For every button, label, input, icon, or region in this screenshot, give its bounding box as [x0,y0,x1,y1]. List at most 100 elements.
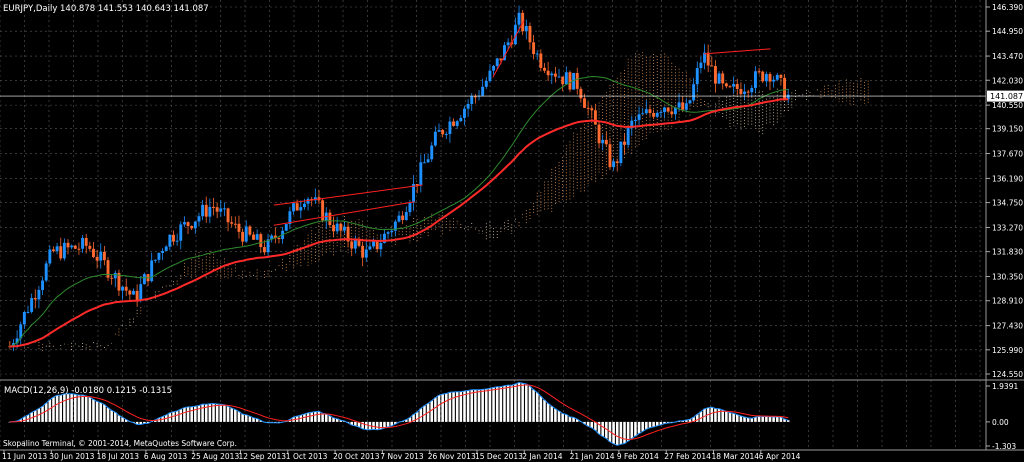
candle-body [95,257,99,261]
macd-bar [124,419,128,422]
price-axis-label: 128.910 [992,297,1023,306]
candle-body [652,112,656,117]
candle-body [153,259,157,261]
candle-body [426,159,430,163]
macd-bar [74,394,77,422]
macd-bar [783,419,786,422]
current-price-tag [987,90,1024,102]
macd-bar [739,416,743,422]
candle-body [553,73,557,77]
macd-bar [143,421,146,424]
candle-body [459,117,463,122]
macd-bar [615,421,619,446]
macd-bar [84,395,88,422]
macd-bar [117,415,121,422]
macd-bar [175,411,179,422]
candle-body [393,221,397,231]
macd-bar [459,391,463,422]
macd-bar [179,409,183,422]
macd-bar [594,421,597,431]
macd-bar [172,411,175,422]
candle-body [299,207,303,211]
candle-body [113,272,117,279]
macd-bar [19,419,23,422]
trend-line [703,48,771,55]
candle-body [284,224,288,231]
macd-bar [190,406,193,422]
candle-body [750,87,754,93]
macd-bar [314,411,317,422]
candle-body [484,81,488,87]
candle-body [397,215,401,222]
candle-body [128,290,132,295]
macd-bar [543,399,546,422]
candle-body [41,280,45,290]
time-axis-label: 20 Oct 2013 [333,452,380,461]
candle-body [503,45,506,61]
macd-bar [226,406,230,422]
macd-bar [55,395,59,422]
time-axis-label: 6 Aug 2013 [144,452,187,461]
macd-bar [452,392,455,422]
candle-body [452,121,456,126]
macd-bar [361,421,364,429]
macd-bar [499,386,503,422]
price-axis-label: 144.950 [992,27,1023,36]
macd-bar [208,403,212,422]
trend-lines [273,20,771,226]
macd-bar [532,389,535,422]
time-axis-label: 2 Jan 2014 [522,452,562,461]
macd-bar [306,412,310,422]
candle-body [37,289,41,300]
candle-body [528,25,532,43]
candle-body [44,263,48,281]
candle-body [564,72,568,85]
candle-body [764,74,768,82]
candle-body [321,200,325,221]
candle-body [295,203,299,211]
macd-bar [474,389,477,422]
candle-body [81,238,85,249]
candle-body [208,206,212,217]
macd-bar [448,392,452,422]
macd-bar [725,411,728,422]
macd-bar [503,385,506,422]
candle-body [404,212,408,220]
macd-bar [641,421,644,432]
macd-bar [561,413,564,422]
candle-body [215,207,219,212]
candle-body [593,110,597,125]
time-axis-label: 18 Mar 2014 [712,452,760,461]
macd-bar [703,408,706,422]
candle-body [230,222,234,224]
macd-bar [255,418,259,422]
time-axis-label: 26 Nov 2013 [428,452,476,461]
candle-body [350,241,354,249]
candle-body [608,144,612,168]
symbol-caption: EURJPY,Daily [3,4,57,14]
candle-body [382,233,386,243]
macd-bar [510,385,514,422]
macd-bar [66,393,70,422]
macd-bar [735,414,739,422]
macd-bar [204,404,208,422]
macd-bar [597,421,601,435]
macd-bar [717,408,721,422]
candle-body [313,197,317,201]
candle-body [197,216,201,222]
candle-body [713,66,717,84]
candle-body [524,25,528,32]
macd-bar [252,417,255,422]
candle-body [52,249,55,252]
candle-body [186,222,190,226]
macd-bar [110,410,113,422]
price-axis-label: 133.270 [992,223,1023,232]
candle-body [270,235,274,240]
time-axis-label: 11 Jun 2013 [2,452,47,461]
candle-body [419,162,423,186]
macd-bar [430,400,434,422]
candle-body [222,208,226,210]
price-axis: 146.390 144.950 143.470 142.030 140.550 139.1… [986,3,1023,379]
